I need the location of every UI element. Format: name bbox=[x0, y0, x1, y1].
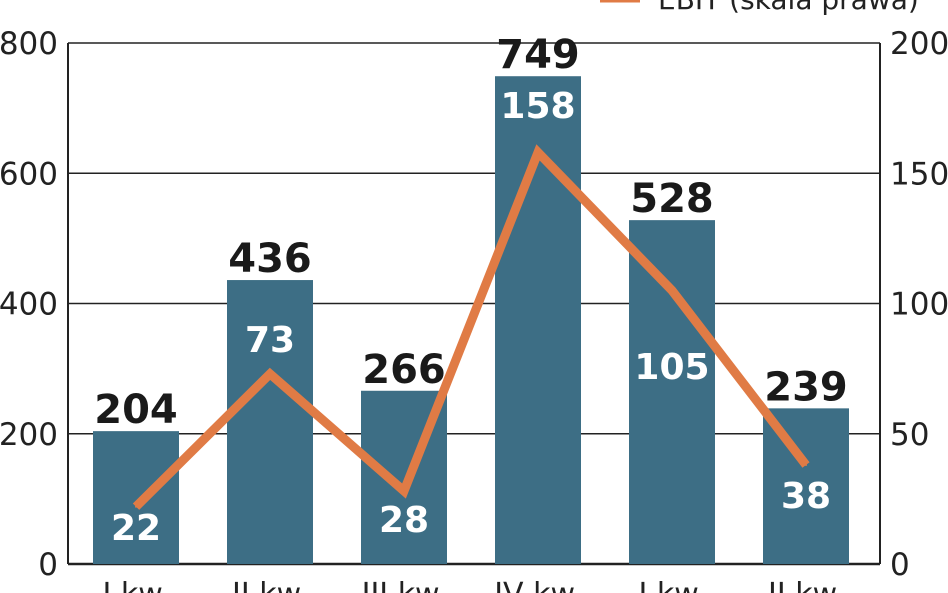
ebit-point bbox=[537, 151, 539, 154]
ebit-point bbox=[805, 464, 807, 467]
ebit-value-label: 73 bbox=[245, 320, 295, 361]
bar bbox=[629, 220, 715, 564]
ebit-value-label: 28 bbox=[379, 500, 429, 541]
bar-value-label: 266 bbox=[362, 347, 446, 393]
data-labels: 204 436 266 749 528 239 22 73 28 158 105 38 bbox=[94, 32, 848, 549]
category-label: II kw. bbox=[232, 577, 308, 593]
ebit-value-label: 22 bbox=[111, 508, 161, 549]
category-label: III kw. bbox=[362, 577, 447, 593]
bar-value-label: 204 bbox=[94, 387, 178, 433]
right-tick-label: 100 bbox=[890, 287, 948, 323]
category-label: I kw. bbox=[638, 577, 705, 593]
bar bbox=[93, 431, 179, 564]
bar bbox=[227, 280, 313, 564]
bar-value-label: 749 bbox=[496, 32, 580, 78]
ebit-point bbox=[269, 372, 271, 375]
left-tick-label: 600 bbox=[0, 156, 58, 192]
ebit-point bbox=[403, 490, 405, 493]
ebit-value-label: 105 bbox=[634, 347, 709, 388]
ebit-value-label: 38 bbox=[781, 476, 831, 517]
ebit-value-label: 158 bbox=[500, 86, 575, 127]
ebit-line-layer bbox=[132, 144, 810, 510]
category-label: IV kw. bbox=[494, 577, 582, 593]
right-tick-label: 0 bbox=[890, 547, 910, 583]
right-tick-label: 50 bbox=[890, 417, 929, 453]
bar-value-label: 239 bbox=[764, 364, 848, 410]
left-tick-label: 800 bbox=[0, 26, 58, 62]
category-label: I kw. bbox=[102, 577, 169, 593]
ebit-point bbox=[135, 505, 137, 508]
right-tick-label: 200 bbox=[890, 26, 948, 62]
category-label: II kw. bbox=[768, 577, 844, 593]
legend: EBIT (skala prawa) bbox=[600, 0, 919, 16]
bar-value-label: 528 bbox=[630, 176, 714, 222]
axes: 0 200 400 600 800 0 50 100 150 200 I kw. II kw. III … bbox=[0, 26, 948, 593]
left-tick-label: 400 bbox=[0, 287, 58, 323]
bars bbox=[93, 76, 849, 565]
legend-label-ebit: EBIT (skala prawa) bbox=[658, 0, 919, 16]
left-tick-label: 0 bbox=[38, 547, 58, 583]
left-tick-label: 200 bbox=[0, 417, 58, 453]
ebit-line bbox=[132, 144, 810, 510]
ebit-point bbox=[671, 289, 673, 292]
bar-value-label: 436 bbox=[228, 236, 312, 282]
right-tick-label: 150 bbox=[890, 156, 948, 192]
